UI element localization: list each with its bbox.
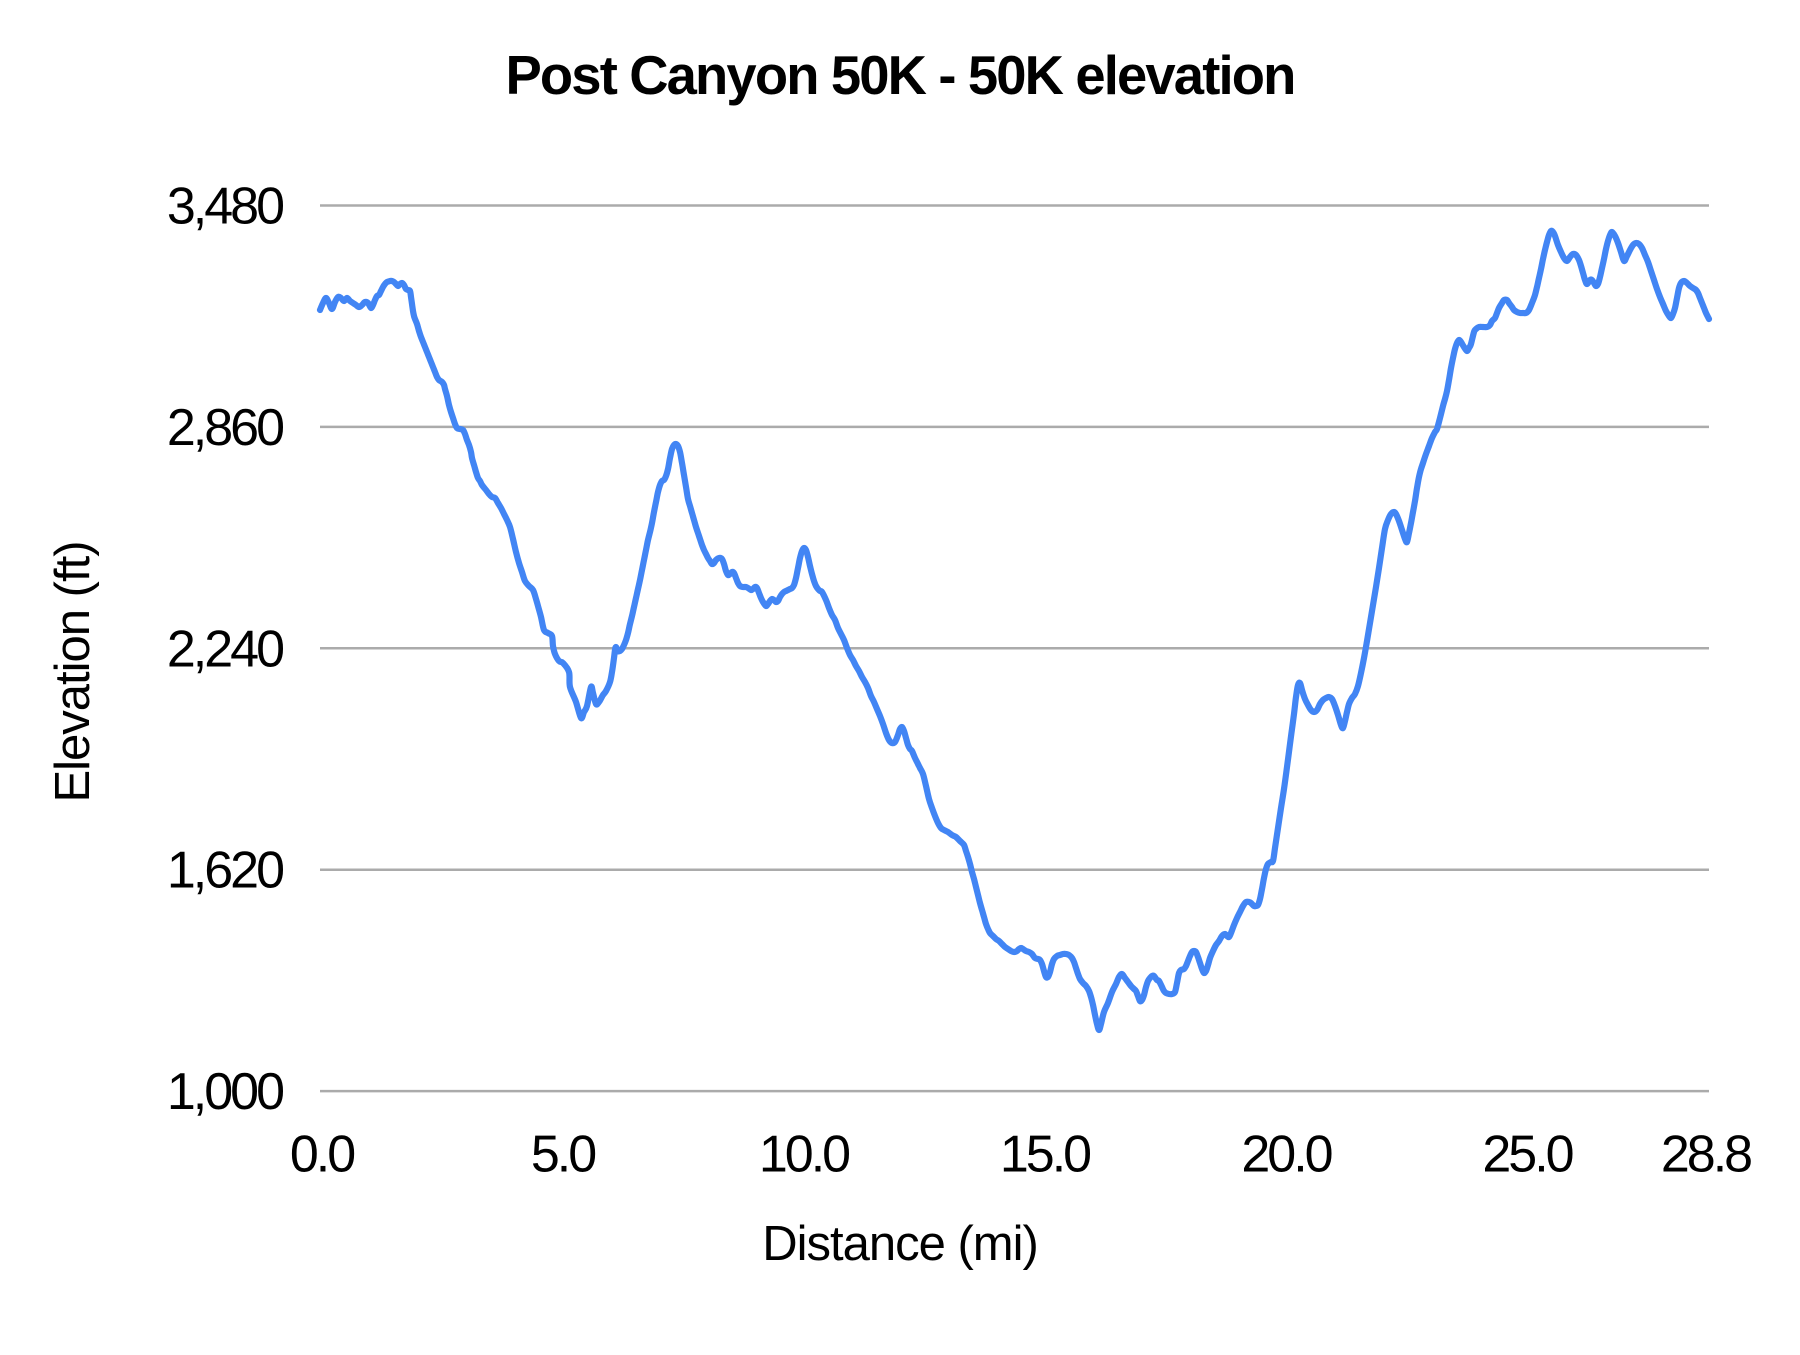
svg-text:Post Canyon 50K - 50K elevatio: Post Canyon 50K - 50K elevation [506, 45, 1295, 106]
svg-text:25.0: 25.0 [1482, 1126, 1572, 1184]
svg-text:0.0: 0.0 [290, 1126, 354, 1184]
svg-text:5.0: 5.0 [531, 1126, 595, 1184]
svg-text:1,000: 1,000 [167, 1063, 283, 1121]
svg-text:Distance (mi): Distance (mi) [762, 1217, 1038, 1271]
svg-text:20.0: 20.0 [1241, 1126, 1331, 1184]
svg-text:15.0: 15.0 [1000, 1126, 1090, 1184]
svg-text:Elevation (ft): Elevation (ft) [46, 541, 100, 802]
svg-text:2,240: 2,240 [167, 620, 283, 678]
svg-text:2,860: 2,860 [167, 399, 283, 457]
svg-text:28.8: 28.8 [1661, 1126, 1751, 1184]
svg-text:1,620: 1,620 [167, 842, 283, 900]
svg-text:3,480: 3,480 [167, 178, 283, 236]
svg-text:10.0: 10.0 [759, 1126, 849, 1184]
